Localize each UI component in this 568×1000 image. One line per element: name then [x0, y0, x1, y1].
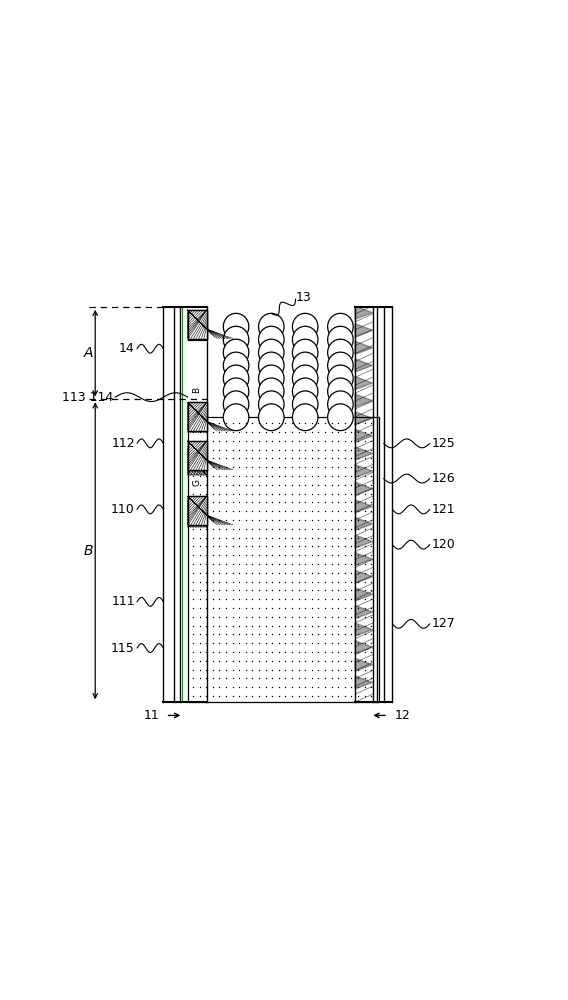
- Bar: [187, 441, 207, 470]
- Ellipse shape: [258, 365, 284, 392]
- Bar: [187, 496, 207, 525]
- Text: 14: 14: [119, 342, 135, 355]
- Text: 111: 111: [111, 595, 135, 608]
- Bar: [187, 404, 207, 432]
- Polygon shape: [355, 605, 373, 619]
- Text: B: B: [193, 387, 202, 393]
- Ellipse shape: [223, 378, 249, 405]
- Polygon shape: [355, 588, 373, 601]
- Polygon shape: [355, 376, 373, 390]
- Bar: [187, 417, 379, 702]
- Bar: [187, 498, 207, 527]
- Ellipse shape: [223, 352, 249, 379]
- Ellipse shape: [328, 378, 353, 405]
- Ellipse shape: [223, 326, 249, 353]
- Bar: [187, 498, 207, 527]
- Ellipse shape: [328, 326, 353, 353]
- Ellipse shape: [293, 365, 318, 392]
- Polygon shape: [355, 658, 373, 671]
- Polygon shape: [355, 341, 373, 354]
- Text: 11: 11: [143, 709, 159, 722]
- Ellipse shape: [293, 313, 318, 340]
- Text: 125: 125: [432, 437, 456, 450]
- Ellipse shape: [223, 365, 249, 392]
- Text: 110: 110: [111, 503, 135, 516]
- Text: 115: 115: [111, 642, 135, 655]
- Polygon shape: [355, 412, 373, 425]
- Polygon shape: [355, 535, 373, 548]
- Bar: [187, 310, 207, 339]
- Polygon shape: [355, 676, 373, 689]
- Text: 120: 120: [432, 538, 456, 551]
- Ellipse shape: [328, 313, 353, 340]
- Bar: [187, 402, 207, 431]
- Ellipse shape: [293, 391, 318, 418]
- Text: 112: 112: [111, 437, 135, 450]
- Bar: [187, 441, 207, 470]
- Ellipse shape: [293, 404, 318, 431]
- Text: R: R: [193, 460, 202, 467]
- Polygon shape: [355, 641, 373, 654]
- Ellipse shape: [328, 404, 353, 431]
- Ellipse shape: [223, 339, 249, 366]
- Polygon shape: [355, 447, 373, 460]
- Ellipse shape: [293, 352, 318, 379]
- Ellipse shape: [293, 378, 318, 405]
- Polygon shape: [355, 324, 373, 337]
- Ellipse shape: [223, 313, 249, 340]
- Polygon shape: [355, 517, 373, 531]
- Ellipse shape: [328, 365, 353, 392]
- Ellipse shape: [258, 352, 284, 379]
- Bar: [187, 310, 207, 339]
- Bar: [187, 311, 207, 340]
- Text: B: B: [84, 544, 93, 558]
- Ellipse shape: [328, 391, 353, 418]
- Ellipse shape: [258, 326, 284, 353]
- Polygon shape: [355, 359, 373, 372]
- Text: 113 114: 113 114: [61, 391, 113, 404]
- Bar: [187, 404, 207, 432]
- Text: 127: 127: [432, 617, 456, 630]
- Text: G: G: [193, 479, 202, 486]
- Ellipse shape: [258, 313, 284, 340]
- Text: 12: 12: [395, 709, 410, 722]
- Polygon shape: [355, 553, 373, 566]
- Ellipse shape: [258, 391, 284, 418]
- Text: 13: 13: [295, 291, 311, 304]
- Polygon shape: [355, 482, 373, 495]
- Text: 126: 126: [432, 472, 456, 485]
- Polygon shape: [355, 394, 373, 407]
- Text: 121: 121: [432, 503, 456, 516]
- Ellipse shape: [258, 339, 284, 366]
- Ellipse shape: [223, 391, 249, 418]
- Ellipse shape: [223, 404, 249, 431]
- Bar: [187, 496, 207, 525]
- Polygon shape: [355, 623, 373, 636]
- Polygon shape: [355, 465, 373, 478]
- Ellipse shape: [328, 352, 353, 379]
- Polygon shape: [355, 306, 373, 319]
- Ellipse shape: [258, 378, 284, 405]
- Bar: [187, 311, 207, 340]
- Ellipse shape: [328, 339, 353, 366]
- Bar: [187, 402, 207, 431]
- Polygon shape: [355, 570, 373, 583]
- Ellipse shape: [293, 339, 318, 366]
- Ellipse shape: [293, 326, 318, 353]
- Text: A: A: [84, 346, 93, 360]
- Bar: [187, 446, 207, 475]
- Polygon shape: [355, 429, 373, 442]
- Bar: [187, 446, 207, 475]
- Ellipse shape: [258, 404, 284, 431]
- Polygon shape: [355, 500, 373, 513]
